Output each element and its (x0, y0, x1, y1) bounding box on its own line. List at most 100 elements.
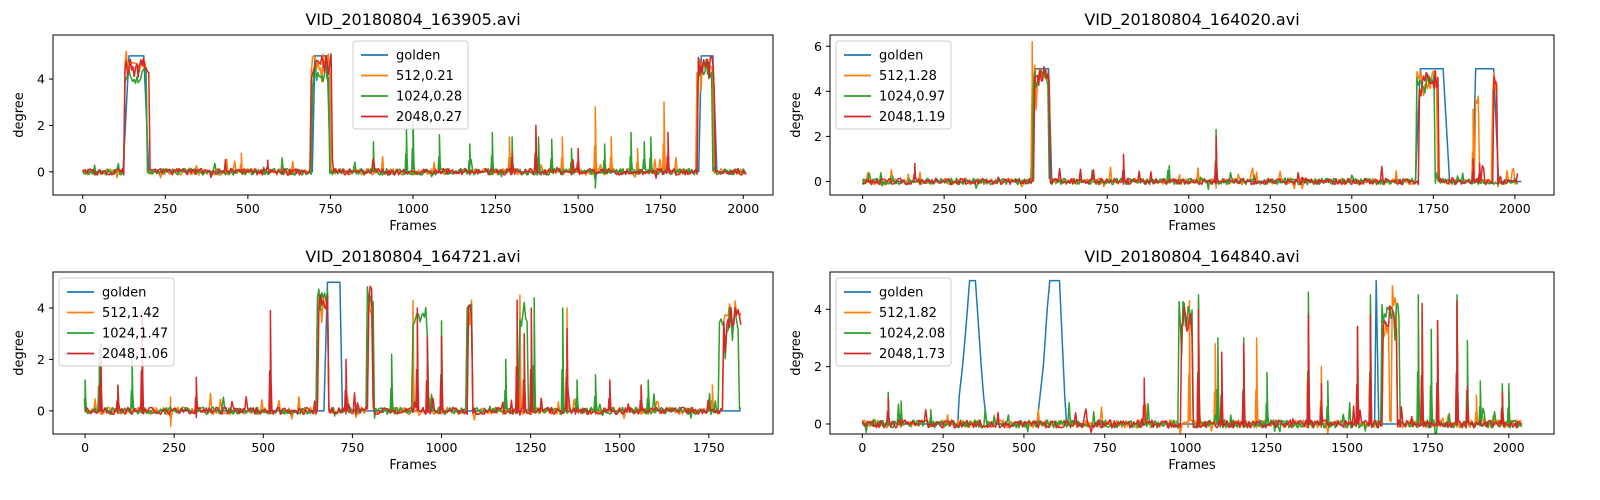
x-tick-label: 1000 (1170, 440, 1202, 455)
subplot-1: VID_20180804_163905.avi 0 250 500 750 1000 125… (12, 10, 774, 234)
subplot-title: VID_20180804_164840.avi (1084, 247, 1299, 267)
y-tick-label: 6 (814, 39, 822, 54)
x-tick-label: 1250 (1250, 440, 1282, 455)
y-tick-label: 0 (814, 174, 822, 189)
y-axis-label: degree (789, 330, 804, 376)
x-tick-label: 0 (858, 440, 866, 455)
legend-label: 512,1.42 (102, 306, 160, 321)
legend-box (58, 277, 175, 367)
x-tick-label: 500 (1014, 201, 1038, 216)
series-group (83, 281, 742, 428)
legend-box (352, 40, 469, 130)
series-group (861, 279, 1523, 434)
legend-label: 2048,1.73 (879, 347, 945, 362)
x-tick-label: 1500 (1336, 201, 1368, 216)
legend: golden 512,1.82 1024,2.08 2048,1.73 (835, 277, 952, 367)
y-tick-label: 4 (814, 302, 822, 317)
x-tick-label: 1250 (1254, 201, 1286, 216)
series-group (82, 50, 747, 189)
x-tick-label: 250 (931, 440, 955, 455)
legend-label: golden (879, 286, 923, 301)
x-tick-label: 1500 (562, 201, 594, 216)
x-tick-label: 0 (859, 201, 867, 216)
x-tick-label: 1250 (515, 440, 547, 455)
series-line-1024-0-28 (82, 58, 747, 189)
y-tick-label: 2 (37, 118, 45, 133)
legend: golden 512,1.28 1024,0.97 2048,1.19 (835, 40, 952, 130)
x-tick-label: 1000 (397, 201, 429, 216)
y-tick-label: 2 (814, 129, 822, 144)
x-tick-label: 1750 (1412, 440, 1444, 455)
x-tick-label: 0 (81, 440, 89, 455)
x-tick-label: 500 (251, 440, 275, 455)
x-tick-label: 2000 (727, 201, 759, 216)
x-tick-label: 250 (932, 201, 956, 216)
subplot-title: VID_20180804_164020.avi (1084, 10, 1299, 30)
y-axis-label: degree (12, 92, 27, 138)
x-tick-label: 1500 (1331, 440, 1363, 455)
x-tick-label: 750 (1095, 201, 1119, 216)
x-tick-label: 1500 (604, 440, 636, 455)
y-tick-label: 2 (814, 359, 822, 374)
x-tick-label: 1250 (480, 201, 512, 216)
series-line-golden (862, 279, 1522, 425)
legend-label: 1024,0.97 (879, 90, 945, 105)
y-tick-label: 4 (37, 301, 45, 316)
x-tick-label: 250 (162, 440, 186, 455)
subplot-4: VID_20180804_164840.avi 0 250 500 750 1000 125… (789, 247, 1555, 473)
y-tick-label: 4 (37, 72, 45, 87)
y-tick-label: 2 (37, 352, 45, 367)
legend-box (835, 40, 952, 130)
series-line-golden (862, 68, 1522, 183)
x-tick-label: 750 (1093, 440, 1117, 455)
legend-label: golden (102, 286, 146, 301)
x-tick-label: 750 (319, 201, 343, 216)
x-tick-label: 2000 (1499, 201, 1531, 216)
legend-label: 1024,2.08 (879, 327, 945, 342)
legend-label: 2048,0.27 (396, 110, 462, 125)
legend-label: golden (396, 49, 440, 64)
legend-label: 512,1.82 (879, 306, 937, 321)
legend-label: 2048,1.06 (102, 347, 168, 362)
series-line-2048-1-73 (861, 299, 1523, 434)
y-tick-label: 0 (814, 416, 822, 431)
series-line-2048-0-27 (82, 53, 747, 179)
x-tick-label: 0 (79, 201, 87, 216)
legend-box (835, 277, 952, 367)
y-axis-label: degree (12, 330, 27, 376)
x-tick-label: 1000 (1173, 201, 1205, 216)
legend-label: 512,1.28 (879, 69, 937, 84)
x-tick-label: 1000 (426, 440, 458, 455)
x-tick-label: 750 (340, 440, 364, 455)
x-axis-label: Frames (389, 219, 437, 234)
y-axis-label: degree (789, 92, 804, 138)
axes-frame (829, 271, 1555, 435)
series-line-2048-1-19 (862, 66, 1519, 186)
series-line-1024-0-97 (861, 70, 1519, 191)
subplot-2: VID_20180804_164020.avi 0 250 500 750 1000 125… (789, 10, 1555, 234)
series-group (861, 41, 1522, 191)
legend-label: 512,0.21 (396, 69, 454, 84)
series-line-512-0-21 (82, 50, 747, 179)
y-tick-label: 4 (814, 84, 822, 99)
y-tick-label: 0 (37, 164, 45, 179)
x-axis-label: Frames (389, 458, 437, 473)
x-tick-label: 1750 (1417, 201, 1449, 216)
x-tick-label: 1750 (645, 201, 677, 216)
x-tick-label: 500 (236, 201, 260, 216)
subplot-title: VID_20180804_163905.avi (305, 10, 520, 30)
x-tick-label: 500 (1012, 440, 1036, 455)
subplot-3: VID_20180804_164721.avi 0 250 500 750 1000 125… (12, 247, 774, 473)
subplot-title: VID_20180804_164721.avi (305, 247, 520, 267)
axes-frame (52, 271, 774, 435)
x-tick-label: 250 (153, 201, 177, 216)
legend-label: 1024,1.47 (102, 327, 168, 342)
legend: golden 512,1.42 1024,1.47 2048,1.06 (58, 277, 175, 367)
x-axis-label: Frames (1168, 219, 1216, 234)
legend-label: 2048,1.19 (879, 110, 945, 125)
legend-label: 1024,0.28 (396, 90, 462, 105)
x-axis-label: Frames (1168, 458, 1216, 473)
legend-label: golden (879, 49, 923, 64)
series-line-2048-1-06 (84, 285, 742, 419)
